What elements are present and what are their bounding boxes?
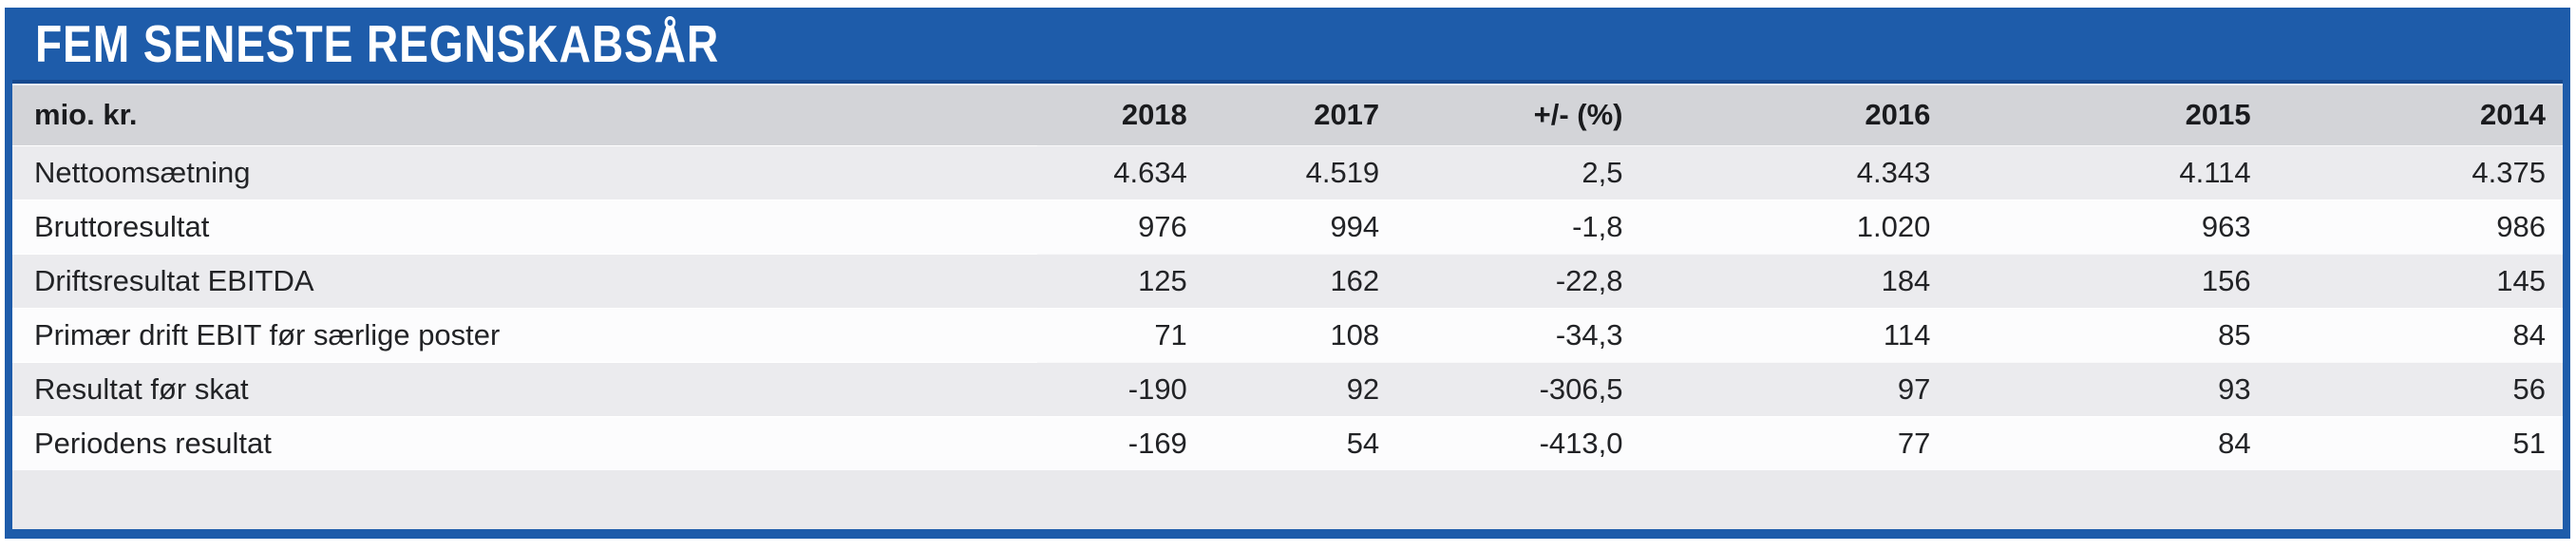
cell-value: 4.343 <box>1856 155 1931 189</box>
cell-value: 84 <box>2512 317 2546 352</box>
row-label: Nettoomsætning <box>34 155 251 189</box>
table-row: Nettoomsætning 4.634 4.519 2,5 4.343 4.114 4.3… <box>12 145 2563 200</box>
cell-value: -413,0 <box>1539 426 1623 460</box>
table-row: Primær drift EBIT før særlige poster 71 10… <box>12 308 2563 362</box>
cell-value: 4.375 <box>2472 155 2546 189</box>
cell-value: 54 <box>1346 426 1380 460</box>
cell-value: 1.020 <box>1856 209 1931 243</box>
column-header-2014: 2014 <box>2480 98 2546 132</box>
cell-value: 85 <box>2218 317 2251 352</box>
cell-value: 2,5 <box>1582 155 1623 189</box>
cell-value: -190 <box>1127 371 1187 406</box>
cell-value: 184 <box>1881 263 1931 297</box>
cell-value: 108 <box>1330 317 1380 352</box>
column-header-change-pct: +/- (%) <box>1533 98 1623 132</box>
footer-strip <box>12 470 2563 529</box>
cell-value: 4.634 <box>1113 155 1187 189</box>
row-label: Resultat før skat <box>34 371 249 406</box>
panel-title-bar: FEM SENESTE REGNSKABSÅR <box>12 8 2563 84</box>
cell-value: 77 <box>1897 426 1931 460</box>
cell-value: 125 <box>1138 263 1187 297</box>
cell-value: 93 <box>2218 371 2251 406</box>
cell-value: 114 <box>1883 317 1931 352</box>
cell-value: 994 <box>1330 209 1380 243</box>
cell-value: 56 <box>2512 371 2546 406</box>
cell-value: 71 <box>1154 317 1187 352</box>
cell-value: -1,8 <box>1572 209 1623 243</box>
column-header-2015: 2015 <box>2185 98 2251 132</box>
column-header-2018: 2018 <box>1121 98 1187 132</box>
cell-value: 92 <box>1346 371 1380 406</box>
table-row: Periodens resultat -169 54 -413,0 77 84 51 <box>12 416 2563 470</box>
table-row: Resultat før skat -190 92 -306,5 97 93 56 <box>12 362 2563 416</box>
cell-value: 963 <box>2201 209 2251 243</box>
cell-value: 4.519 <box>1305 155 1380 189</box>
cell-value: 97 <box>1897 371 1931 406</box>
cell-value: -306,5 <box>1539 371 1623 406</box>
table-row: Driftsresultat EBITDA 125 162 -22,8 184 156 14… <box>12 254 2563 308</box>
column-header-2016: 2016 <box>1865 98 1931 132</box>
cell-value: -34,3 <box>1555 317 1623 352</box>
panel-title: FEM SENESTE REGNSKABSÅR <box>35 14 720 73</box>
cell-value: 145 <box>2496 263 2546 297</box>
row-label: Driftsresultat EBITDA <box>34 263 314 297</box>
cell-value: 162 <box>1330 263 1380 297</box>
cell-value: -169 <box>1127 426 1187 460</box>
cell-value: 84 <box>2218 426 2251 460</box>
unit-label: mio. kr. <box>34 98 138 132</box>
cell-value: 51 <box>2512 426 2546 460</box>
financials-table: mio. kr. 2018 2017 +/- (%) 2016 2015 201… <box>12 84 2563 470</box>
table-body: Nettoomsætning 4.634 4.519 2,5 4.343 4.114 4.3… <box>12 145 2563 470</box>
cell-value: 976 <box>1138 209 1187 243</box>
column-header-2017: 2017 <box>1314 98 1380 132</box>
five-year-financials-panel: FEM SENESTE REGNSKABSÅR mio. kr. 2018 20… <box>5 8 2570 539</box>
table-row: Bruttoresultat 976 994 -1,8 1.020 963 986 <box>12 200 2563 254</box>
cell-value: 986 <box>2496 209 2546 243</box>
cell-value: 4.114 <box>2179 155 2251 189</box>
cell-value: -22,8 <box>1555 263 1623 297</box>
row-label: Primær drift EBIT før særlige poster <box>34 317 501 352</box>
cell-value: 156 <box>2201 263 2251 297</box>
table-header-row: mio. kr. 2018 2017 +/- (%) 2016 2015 201… <box>12 85 2563 145</box>
row-label: Bruttoresultat <box>34 209 210 243</box>
row-label: Periodens resultat <box>34 426 272 460</box>
